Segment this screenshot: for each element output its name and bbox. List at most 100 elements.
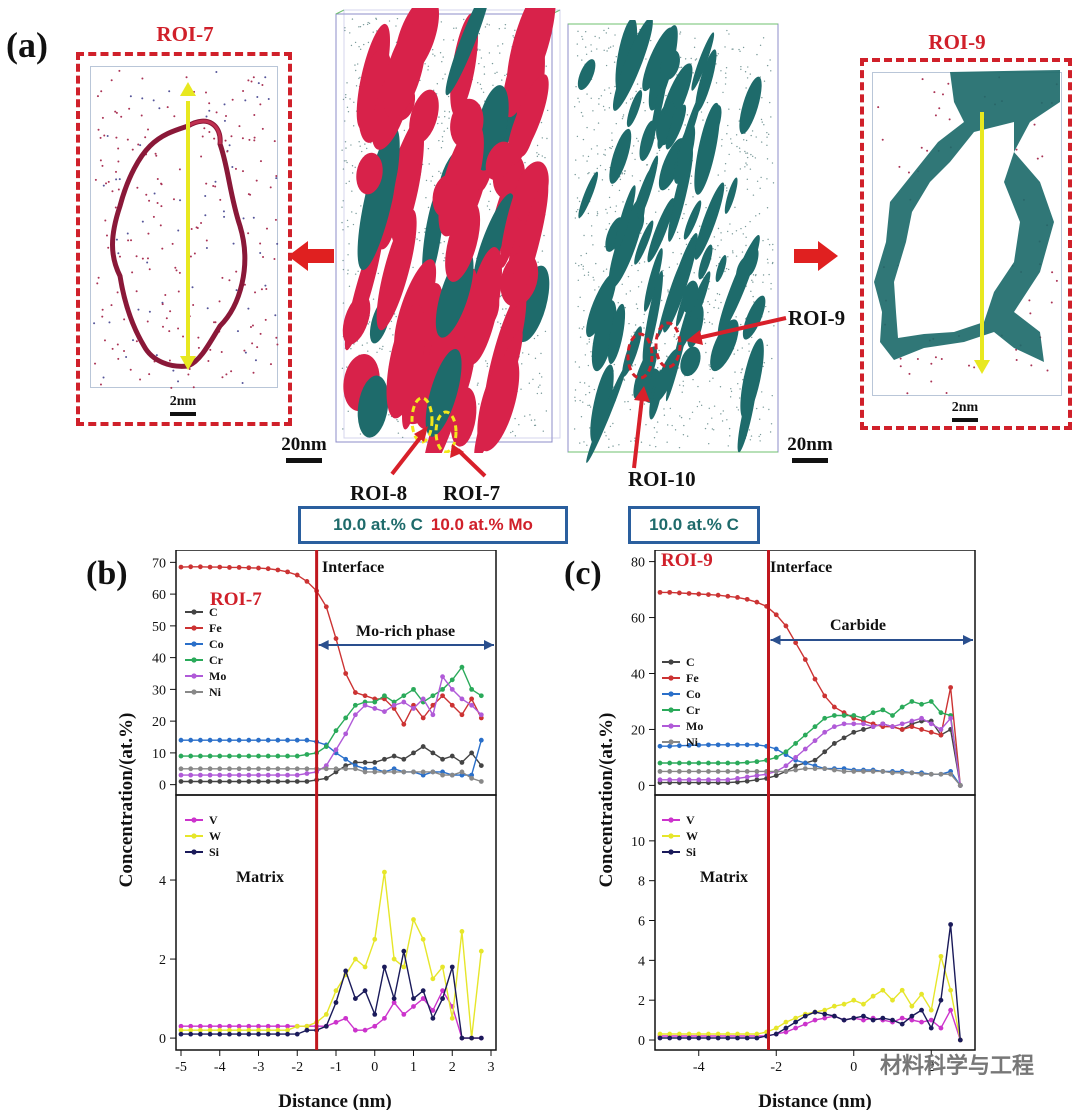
bottom-point-Si — [909, 1013, 915, 1019]
bottom-point-W — [851, 997, 857, 1003]
top-point-Fe — [227, 565, 232, 570]
bottom-point-W — [793, 1015, 799, 1021]
bottom-point-Si — [686, 1035, 692, 1041]
bottom-point-W — [382, 869, 387, 875]
bottom-point-W — [754, 1031, 760, 1037]
top-point-Ni — [899, 770, 905, 776]
top-point-Co — [256, 737, 261, 743]
top-point-Fe — [831, 704, 837, 710]
bottom-point-Si — [178, 1031, 184, 1037]
top-point-Mo — [793, 755, 799, 760]
top-point-Fe — [188, 564, 194, 570]
top-legend-marker-Fe — [668, 675, 674, 681]
matrix-label: Matrix — [236, 869, 284, 886]
bottom-point-W — [246, 1027, 252, 1033]
top-point-Fe — [822, 693, 828, 699]
y-axis-title: Concentration/(at.%) — [596, 713, 617, 888]
bottom-point-W — [938, 953, 944, 959]
xtick-label: 2 — [449, 1060, 456, 1075]
bottom-point-Si — [890, 1017, 895, 1023]
top-point-Cr — [294, 753, 300, 759]
bottom-point-Si — [333, 1000, 339, 1005]
top-point-Co — [236, 737, 242, 743]
top-point-Fe — [246, 565, 252, 571]
interface-label: Interface — [322, 559, 384, 576]
top-point-Ni — [812, 766, 818, 772]
bottom-point-W — [285, 1027, 290, 1033]
top-point-C — [285, 779, 290, 784]
roi7-title: ROI-7 — [156, 22, 214, 46]
top-legend-marker-Cr — [668, 707, 674, 713]
top-point-Co — [207, 737, 213, 743]
bottom-point-W — [831, 1003, 837, 1009]
bottom-point-W — [899, 987, 905, 993]
top-point-Mo — [440, 674, 445, 680]
bottom-point-Si — [706, 1035, 711, 1041]
bottom-point-V — [246, 1023, 252, 1029]
top-legend-label-Mo: Mo — [209, 669, 226, 683]
bottom-point-Si — [773, 1031, 779, 1037]
bottom-point-Si — [919, 1007, 924, 1013]
bottom-frame — [654, 794, 976, 1051]
bottom-point-Si — [256, 1031, 261, 1037]
top-point-Cr — [265, 753, 271, 759]
phase-arrowhead-left — [770, 635, 781, 645]
bottom-point-V — [919, 1019, 924, 1025]
bottom-point-Si — [323, 1023, 329, 1029]
top-point-C — [459, 760, 465, 765]
top-point-Ni — [948, 771, 954, 777]
bottom-point-V — [861, 1017, 866, 1023]
phase-label: Carbide — [830, 617, 886, 634]
top-point-Cr — [861, 715, 866, 721]
bottom-point-V — [227, 1023, 232, 1029]
top-point-Fe — [928, 729, 934, 735]
top-point-Mo — [715, 777, 721, 783]
top-point-Ni — [227, 766, 232, 772]
top-point-Fe — [783, 623, 789, 629]
top-point-C — [265, 779, 271, 784]
bottom-ytick-label: 6 — [638, 915, 645, 930]
top-point-C — [420, 744, 426, 749]
bottom-point-W — [362, 964, 368, 970]
top-point-Fe — [802, 657, 808, 662]
watermark: 材料科学与工程 — [880, 1054, 1035, 1079]
roi9-scalebar-label: 2nm — [951, 400, 979, 415]
bottom-legend-label-W: W — [686, 829, 698, 843]
top-point-Fe — [744, 596, 750, 602]
top-point-Co — [676, 743, 682, 749]
top-point-Co — [478, 737, 484, 743]
top-point-Co — [178, 737, 184, 743]
top-point-C — [227, 779, 232, 784]
top-point-Mo — [676, 777, 682, 783]
bottom-point-V — [217, 1023, 223, 1029]
bottom-point-W — [890, 997, 895, 1003]
top-point-Cr — [735, 760, 740, 766]
top-point-Fe — [265, 566, 271, 572]
roi7-scalebar-label: 2nm — [169, 394, 197, 409]
top-point-Ni — [304, 766, 310, 772]
top-legend-marker-Co — [191, 641, 197, 647]
apt-reconstruction-right — [567, 20, 779, 463]
bottom-point-W — [861, 1001, 866, 1007]
bottom-point-W — [667, 1031, 673, 1037]
top-point-C — [304, 779, 310, 784]
bottom-point-W — [323, 1011, 329, 1017]
top-point-Mo — [919, 715, 924, 721]
top-point-C — [275, 779, 281, 784]
top-point-Ni — [735, 769, 740, 774]
top-point-Ni — [744, 769, 750, 774]
top-point-C — [391, 753, 397, 759]
top-point-Ni — [667, 769, 673, 774]
top-point-Ni — [773, 769, 779, 774]
top-point-Mo — [265, 772, 271, 778]
bottom-point-W — [928, 1007, 934, 1013]
bottom-point-W — [440, 964, 445, 970]
top-ytick-label: 0 — [638, 779, 645, 794]
roi9-marker — [654, 321, 682, 369]
bottom-point-Si — [841, 1017, 847, 1023]
top-point-Cr — [236, 753, 242, 759]
bottom-point-Si — [411, 996, 416, 1001]
bottom-point-Si — [657, 1035, 663, 1041]
top-point-Cr — [870, 710, 876, 716]
